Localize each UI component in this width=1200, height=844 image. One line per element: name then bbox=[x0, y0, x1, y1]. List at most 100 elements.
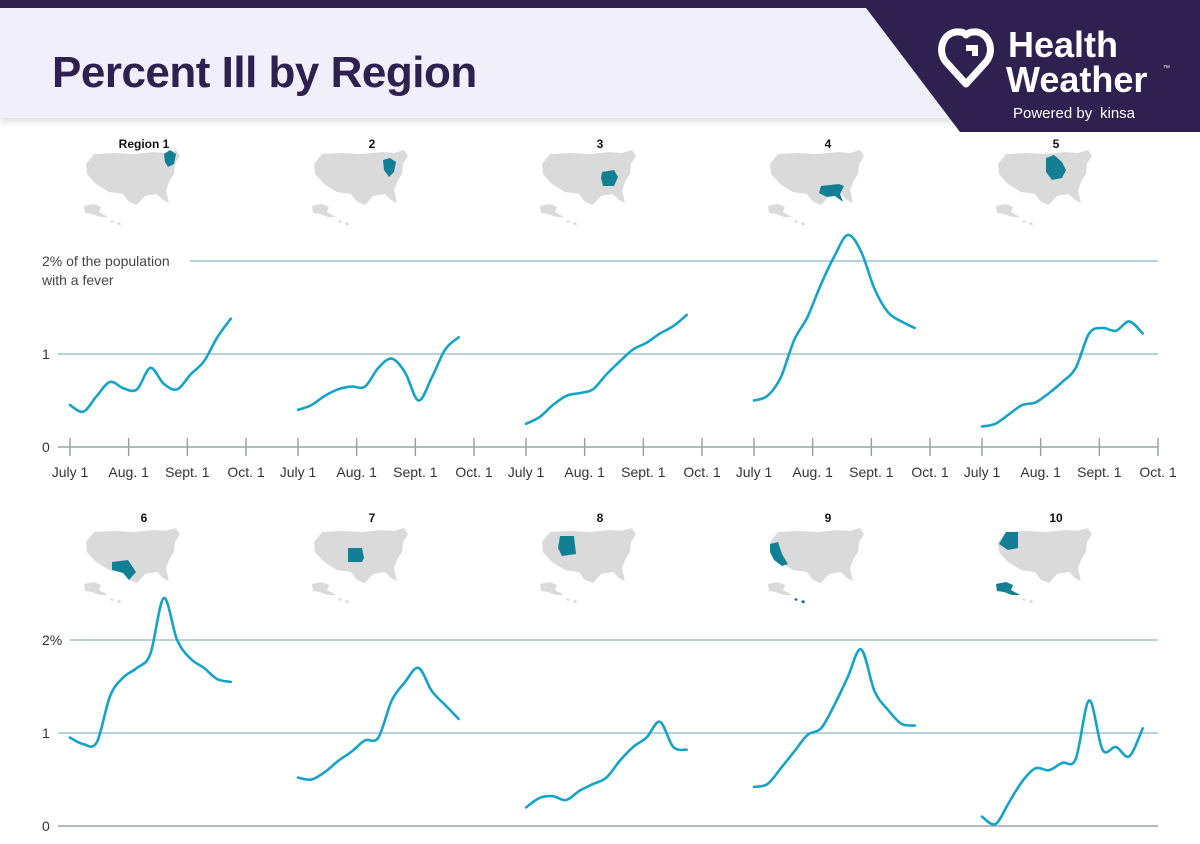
region-label-2: 2 bbox=[369, 137, 376, 151]
region-line-3 bbox=[524, 313, 688, 426]
alaska-outline bbox=[312, 582, 336, 595]
us-outline bbox=[542, 150, 636, 205]
region-map-8 bbox=[540, 528, 636, 603]
alaska-outline bbox=[312, 204, 336, 217]
x-tick-label: Aug. 1 bbox=[792, 464, 833, 480]
x-tick-label: Aug. 1 bbox=[1020, 464, 1061, 480]
y-tick-bottom-1: 1 bbox=[42, 725, 50, 741]
brand-weather: Weather bbox=[1006, 59, 1147, 100]
region-line-8 bbox=[524, 720, 688, 809]
hawaii-outline bbox=[794, 220, 805, 225]
region-map-7 bbox=[312, 528, 408, 603]
region-highlight bbox=[164, 150, 176, 167]
region-label-5: 5 bbox=[1053, 137, 1060, 151]
region-line-4 bbox=[752, 233, 916, 402]
region-map-10 bbox=[996, 528, 1092, 603]
header-banner: Percent Ill by Region bbox=[0, 8, 1000, 118]
us-outline bbox=[770, 150, 864, 205]
region-line-1 bbox=[68, 317, 232, 414]
brand-kinsa: kinsa bbox=[1100, 105, 1136, 122]
region-map-4 bbox=[768, 150, 864, 225]
y-tick-top-2-line1: 2% of the population bbox=[42, 253, 170, 269]
region-map-3 bbox=[540, 150, 636, 225]
y-tick-top-1: 1 bbox=[42, 346, 50, 362]
x-tick-label: July 1 bbox=[280, 464, 317, 480]
region-line-6 bbox=[68, 596, 232, 748]
x-tick-label: Sept. 1 bbox=[165, 464, 210, 480]
us-outline bbox=[314, 150, 408, 205]
region-highlight bbox=[348, 548, 364, 562]
region-map-9 bbox=[768, 528, 864, 603]
region-line-7 bbox=[296, 666, 460, 781]
region-label-3: 3 bbox=[597, 137, 604, 151]
x-tick-label: Sept. 1 bbox=[621, 464, 666, 480]
heart-logo-icon bbox=[938, 28, 994, 88]
hawaii-outline bbox=[1022, 598, 1033, 603]
region-line-5 bbox=[980, 320, 1144, 428]
region-label-7: 7 bbox=[369, 511, 376, 525]
region-highlight bbox=[558, 536, 576, 556]
region-highlight bbox=[601, 170, 618, 186]
region-label-8: 8 bbox=[597, 511, 604, 525]
x-tick-label: July 1 bbox=[736, 464, 773, 480]
y-tick-top-0: 0 bbox=[42, 439, 50, 455]
us-outline bbox=[542, 528, 636, 583]
alaska-outline bbox=[768, 582, 792, 595]
alaska-outline bbox=[996, 204, 1020, 217]
hawaii-outline bbox=[338, 220, 349, 225]
grid-bottom bbox=[58, 639, 1158, 827]
region-label-6: 6 bbox=[141, 511, 148, 525]
x-tick-label: Oct. 1 bbox=[683, 464, 721, 480]
us-outline bbox=[998, 150, 1092, 205]
x-tick-label: Aug. 1 bbox=[108, 464, 149, 480]
hawaii-outline bbox=[566, 598, 577, 603]
region-line-10 bbox=[980, 699, 1144, 826]
top-bar bbox=[0, 0, 1200, 8]
y-tick-bottom-2: 2% bbox=[42, 632, 62, 648]
brand-badge: Health Weather ™ Powered by kinsa bbox=[860, 0, 1200, 132]
region-highlight bbox=[996, 532, 1020, 595]
region-label-4: 4 bbox=[825, 137, 832, 151]
page-title: Percent Ill by Region bbox=[52, 48, 477, 97]
region-line-9 bbox=[752, 647, 916, 789]
region-label-10: 10 bbox=[1049, 511, 1063, 525]
x-axis-ticks: July 1 Aug. 1 Sept. 1 Oct. 1 July 1 Aug. 1 Sep… bbox=[52, 438, 1177, 480]
alaska-outline bbox=[540, 204, 564, 217]
region-highlight bbox=[770, 542, 805, 603]
region-label-9: 9 bbox=[825, 511, 832, 525]
region-line-2 bbox=[296, 336, 460, 412]
region-map-6 bbox=[84, 528, 180, 603]
brand-health: Health bbox=[1008, 24, 1118, 65]
x-tick-label: Sept. 1 bbox=[1077, 464, 1122, 480]
hawaii-outline bbox=[566, 220, 577, 225]
us-outline bbox=[86, 150, 180, 205]
x-tick-label: Oct. 1 bbox=[227, 464, 265, 480]
region-maps: Region 1 2 3 4 5 6 7 8 9 10 bbox=[84, 137, 1092, 603]
alaska-outline bbox=[84, 582, 108, 595]
y-tick-bottom-0: 0 bbox=[42, 818, 50, 834]
x-tick-label: July 1 bbox=[508, 464, 545, 480]
brand-powered-by: Powered by bbox=[1013, 105, 1093, 122]
grid-top bbox=[58, 260, 1158, 448]
region-highlight bbox=[112, 560, 136, 580]
region-highlight bbox=[1046, 155, 1066, 180]
us-outline bbox=[998, 528, 1092, 583]
region-highlight bbox=[819, 184, 844, 202]
hawaii-outline bbox=[110, 598, 121, 603]
region-map-2 bbox=[312, 150, 408, 225]
brand-trademark: ™ bbox=[1163, 65, 1170, 72]
x-tick-label: Aug. 1 bbox=[564, 464, 605, 480]
us-outline bbox=[770, 528, 864, 583]
alaska-outline bbox=[768, 204, 792, 217]
region-highlight bbox=[383, 158, 396, 177]
x-tick-label: Sept. 1 bbox=[849, 464, 894, 480]
hawaii-outline bbox=[338, 598, 349, 603]
x-tick-label: Oct. 1 bbox=[1139, 464, 1177, 480]
x-tick-label: July 1 bbox=[964, 464, 1001, 480]
x-tick-label: Sept. 1 bbox=[393, 464, 438, 480]
x-tick-label: July 1 bbox=[52, 464, 89, 480]
alaska-outline bbox=[84, 204, 108, 217]
region-map-5 bbox=[996, 150, 1092, 225]
brand-panel bbox=[860, 0, 1200, 132]
